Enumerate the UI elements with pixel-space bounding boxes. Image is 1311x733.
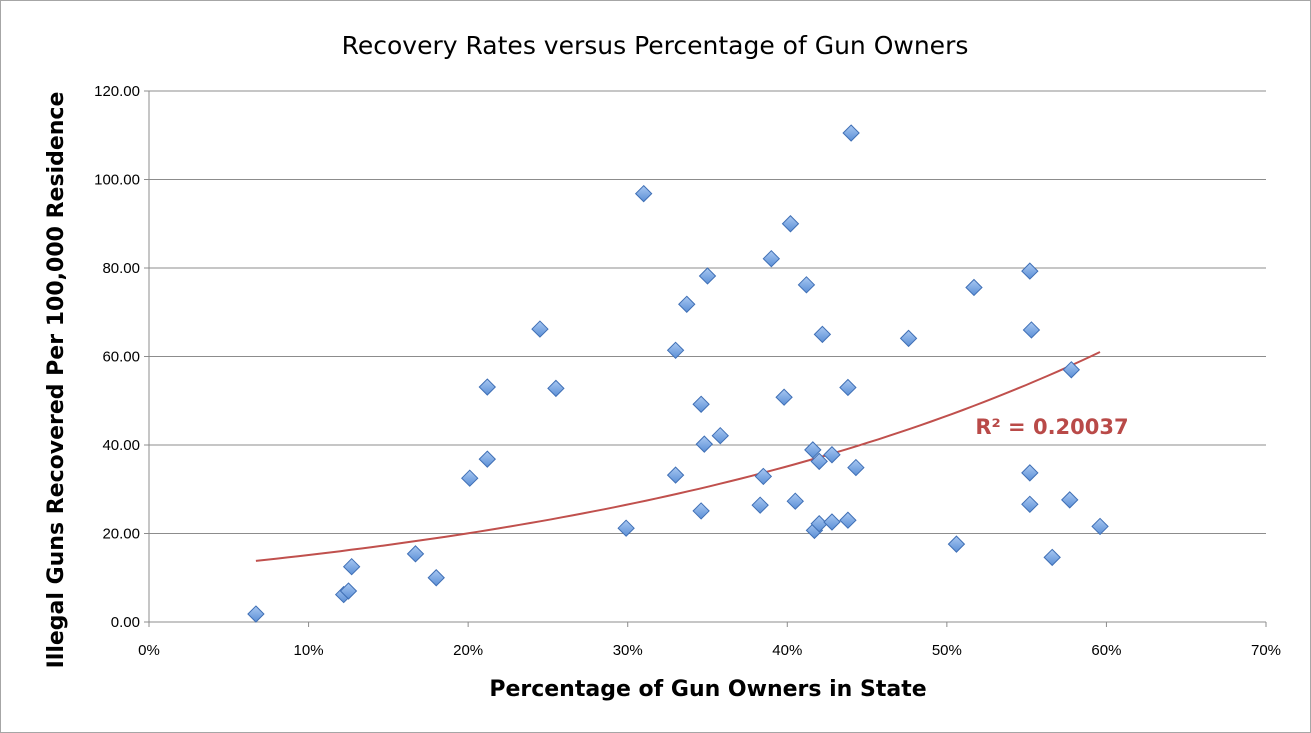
data-point: [531, 320, 549, 338]
y-tick-label: 120.00: [94, 83, 140, 100]
data-point: [1091, 517, 1109, 536]
gridlines: [149, 90, 1266, 534]
data-point: [666, 341, 685, 360]
data-point: [965, 278, 983, 297]
data-point: [427, 569, 445, 587]
trendline: [255, 351, 1101, 562]
data-point: [339, 582, 358, 600]
data-point: [810, 452, 828, 471]
data-point: [342, 557, 361, 576]
data-point: [1021, 464, 1039, 482]
y-tick-label: 20.00: [102, 526, 140, 543]
x-tick-label: 30%: [613, 642, 643, 659]
y-axis-label: Illegal Guns Recovered Per 100,000 Resid…: [44, 92, 69, 669]
x-axis-label: Percentage of Gun Owners in State: [489, 677, 926, 702]
data-point: [947, 535, 966, 553]
data-point: [804, 441, 822, 459]
y-tick-labels: 0.00 20.00 40.00 60.00 80.00 100.00 120.00: [94, 83, 149, 631]
data-point: [692, 502, 710, 520]
r-squared-label: R² = 0.20037: [975, 415, 1128, 439]
data-point: [781, 215, 800, 233]
y-tick-label: 80.00: [102, 260, 140, 277]
y-tick-label: 40.00: [102, 437, 140, 454]
x-tick-label: 20%: [453, 642, 483, 659]
y-tick-label: 60.00: [102, 349, 140, 366]
data-point: [823, 513, 841, 531]
data-point: [786, 492, 804, 510]
x-tick-label: 10%: [294, 642, 324, 659]
data-point: [1021, 495, 1039, 514]
data-point: [797, 276, 816, 294]
data-point: [899, 329, 918, 348]
data-point: [478, 378, 496, 396]
data-point: [678, 295, 696, 313]
data-point: [847, 458, 865, 477]
data-points: [247, 124, 1109, 623]
data-point: [762, 250, 781, 268]
chart-title: Recovery Rates versus Percentage of Gun …: [342, 31, 969, 60]
x-tick-labels: 0% 10% 20% 30% 40% 50% 60% 70%: [138, 622, 1281, 659]
data-point: [813, 325, 832, 344]
x-tick-label: 60%: [1091, 642, 1121, 659]
data-point: [478, 450, 496, 468]
x-tick-label: 50%: [932, 642, 962, 659]
data-point: [692, 395, 710, 413]
data-point: [1061, 491, 1079, 509]
y-tick-label: 0.00: [111, 614, 140, 631]
data-point: [1021, 262, 1039, 280]
data-point: [1062, 361, 1081, 379]
data-point: [634, 184, 653, 203]
y-tick-label: 100.00: [94, 172, 140, 189]
data-point: [1022, 321, 1041, 339]
x-tick-label: 0%: [138, 642, 160, 659]
data-point: [406, 545, 425, 563]
data-point: [461, 469, 479, 487]
data-point: [775, 388, 793, 406]
data-point: [754, 467, 773, 486]
data-point: [247, 605, 265, 623]
data-point: [839, 511, 857, 529]
data-point: [698, 267, 717, 285]
data-point: [711, 427, 729, 445]
data-point: [547, 379, 565, 398]
data-point: [695, 435, 714, 453]
data-point: [666, 466, 685, 484]
data-point: [751, 496, 769, 514]
data-point: [839, 378, 857, 397]
x-tick-label: 70%: [1251, 642, 1281, 659]
data-point: [1043, 548, 1061, 567]
x-tick-label: 40%: [772, 642, 802, 659]
data-point: [617, 519, 635, 537]
data-point: [842, 124, 860, 142]
data-point: [823, 446, 841, 464]
